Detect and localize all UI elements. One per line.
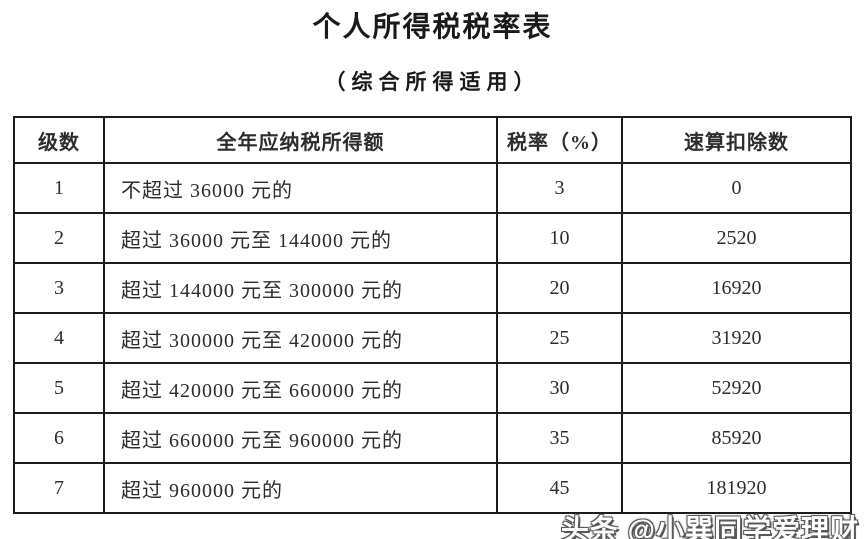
cell-level: 5 bbox=[13, 362, 105, 414]
table-row: 2 超过 36000 元至 144000 元的 10 2520 bbox=[13, 212, 852, 264]
header-rate: 税率（%） bbox=[496, 116, 623, 164]
table-header-row: 级数 全年应纳税所得额 税率（%） 速算扣除数 bbox=[13, 116, 852, 164]
table-row: 3 超过 144000 元至 300000 元的 20 16920 bbox=[13, 262, 852, 314]
cell-level: 1 bbox=[13, 162, 105, 214]
header-income: 全年应纳税所得额 bbox=[103, 116, 498, 164]
cell-income: 超过 300000 元至 420000 元的 bbox=[103, 312, 498, 364]
cell-level: 4 bbox=[13, 312, 105, 364]
cell-income: 超过 36000 元至 144000 元的 bbox=[103, 212, 498, 264]
page-title: 个人所得税税率表 bbox=[312, 12, 553, 43]
cell-deduction: 52920 bbox=[621, 362, 852, 414]
cell-income: 不超过 36000 元的 bbox=[103, 162, 498, 214]
cell-income: 超过 144000 元至 300000 元的 bbox=[103, 262, 498, 314]
cell-rate: 20 bbox=[496, 262, 623, 314]
cell-deduction: 31920 bbox=[621, 312, 852, 364]
cell-level: 2 bbox=[13, 212, 105, 264]
cell-deduction: 0 bbox=[621, 162, 852, 214]
cell-rate: 10 bbox=[496, 212, 623, 264]
cell-level: 7 bbox=[13, 462, 105, 514]
cell-income: 超过 660000 元至 960000 元的 bbox=[103, 412, 498, 464]
cell-deduction: 16920 bbox=[621, 262, 852, 314]
cell-rate: 45 bbox=[496, 462, 623, 514]
table-row: 6 超过 660000 元至 960000 元的 35 85920 bbox=[13, 412, 852, 464]
table-row: 4 超过 300000 元至 420000 元的 25 31920 bbox=[13, 312, 852, 364]
cell-income: 超过 960000 元的 bbox=[103, 462, 498, 514]
cell-rate: 3 bbox=[496, 162, 623, 214]
cell-rate: 35 bbox=[496, 412, 623, 464]
cell-deduction: 2520 bbox=[621, 212, 852, 264]
table-row: 7 超过 960000 元的 45 181920 bbox=[13, 462, 852, 514]
header-deduction: 速算扣除数 bbox=[621, 116, 852, 164]
table-row: 5 超过 420000 元至 660000 元的 30 52920 bbox=[13, 362, 852, 414]
table-row: 1 不超过 36000 元的 3 0 bbox=[13, 162, 852, 214]
cell-rate: 25 bbox=[496, 312, 623, 364]
cell-level: 6 bbox=[13, 412, 105, 464]
cell-income: 超过 420000 元至 660000 元的 bbox=[103, 362, 498, 414]
cell-rate: 30 bbox=[496, 362, 623, 414]
cell-deduction: 181920 bbox=[621, 462, 852, 514]
page-subtitle: （综合所得适用） bbox=[324, 70, 541, 94]
header-level: 级数 bbox=[13, 116, 105, 164]
cell-level: 3 bbox=[13, 262, 105, 314]
cell-deduction: 85920 bbox=[621, 412, 852, 464]
tax-rate-table: 级数 全年应纳税所得额 税率（%） 速算扣除数 1 不超过 36000 元的 3… bbox=[13, 116, 852, 514]
